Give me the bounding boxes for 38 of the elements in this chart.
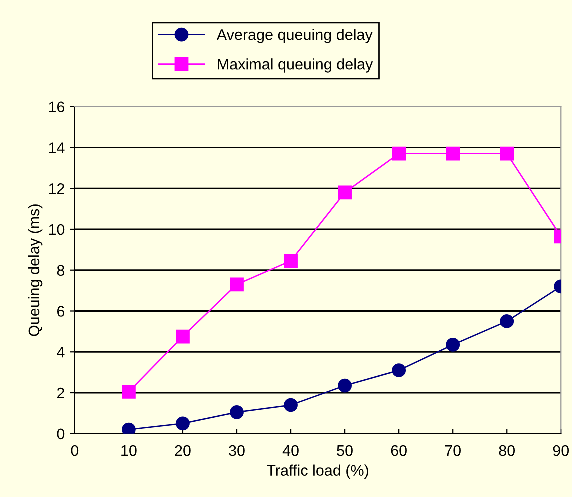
x-tick-label: 10: [122, 445, 137, 456]
x-tick-label: 20: [175, 445, 191, 456]
y-tick-label: 12: [49, 183, 64, 194]
point: [392, 364, 406, 378]
point: [284, 254, 298, 268]
x-tick-label: 90: [553, 445, 570, 456]
point: [284, 398, 298, 412]
x-axis-title: Traffic load (%): [267, 464, 368, 480]
y-tick-label: 16: [49, 102, 65, 113]
y-axis-title: Queuing delay (ms): [28, 204, 43, 336]
point: [176, 416, 190, 431]
x-tick-label: 0: [71, 445, 79, 456]
y-tick-label: 8: [57, 265, 65, 276]
y-tick-label: 2: [57, 388, 64, 399]
legend-label: Average queuing delay: [216, 29, 373, 44]
x-tick-label: 40: [282, 445, 299, 456]
x-tick-label: 30: [229, 445, 245, 456]
point: [338, 186, 352, 200]
y-tick-label: 6: [57, 306, 65, 317]
point: [176, 330, 190, 344]
y-tick-label: 14: [49, 142, 65, 154]
y-tick-label: 10: [49, 224, 65, 236]
x-tick-label: 60: [391, 445, 407, 456]
y-tick-label: 4: [57, 347, 65, 358]
point: [446, 338, 460, 352]
point: [338, 378, 352, 393]
point: [500, 314, 514, 328]
point: [446, 146, 460, 161]
point: [392, 146, 406, 161]
point: [230, 278, 244, 292]
point: [122, 385, 136, 399]
point: [500, 146, 514, 161]
x-tick-label: 80: [499, 445, 516, 456]
x-tick-label: 50: [337, 445, 353, 456]
point: [230, 405, 244, 420]
x-tick-label: 70: [445, 445, 461, 456]
legend-label: Maximal queuing delay: [218, 58, 374, 73]
y-tick-label: 0: [57, 428, 65, 440]
